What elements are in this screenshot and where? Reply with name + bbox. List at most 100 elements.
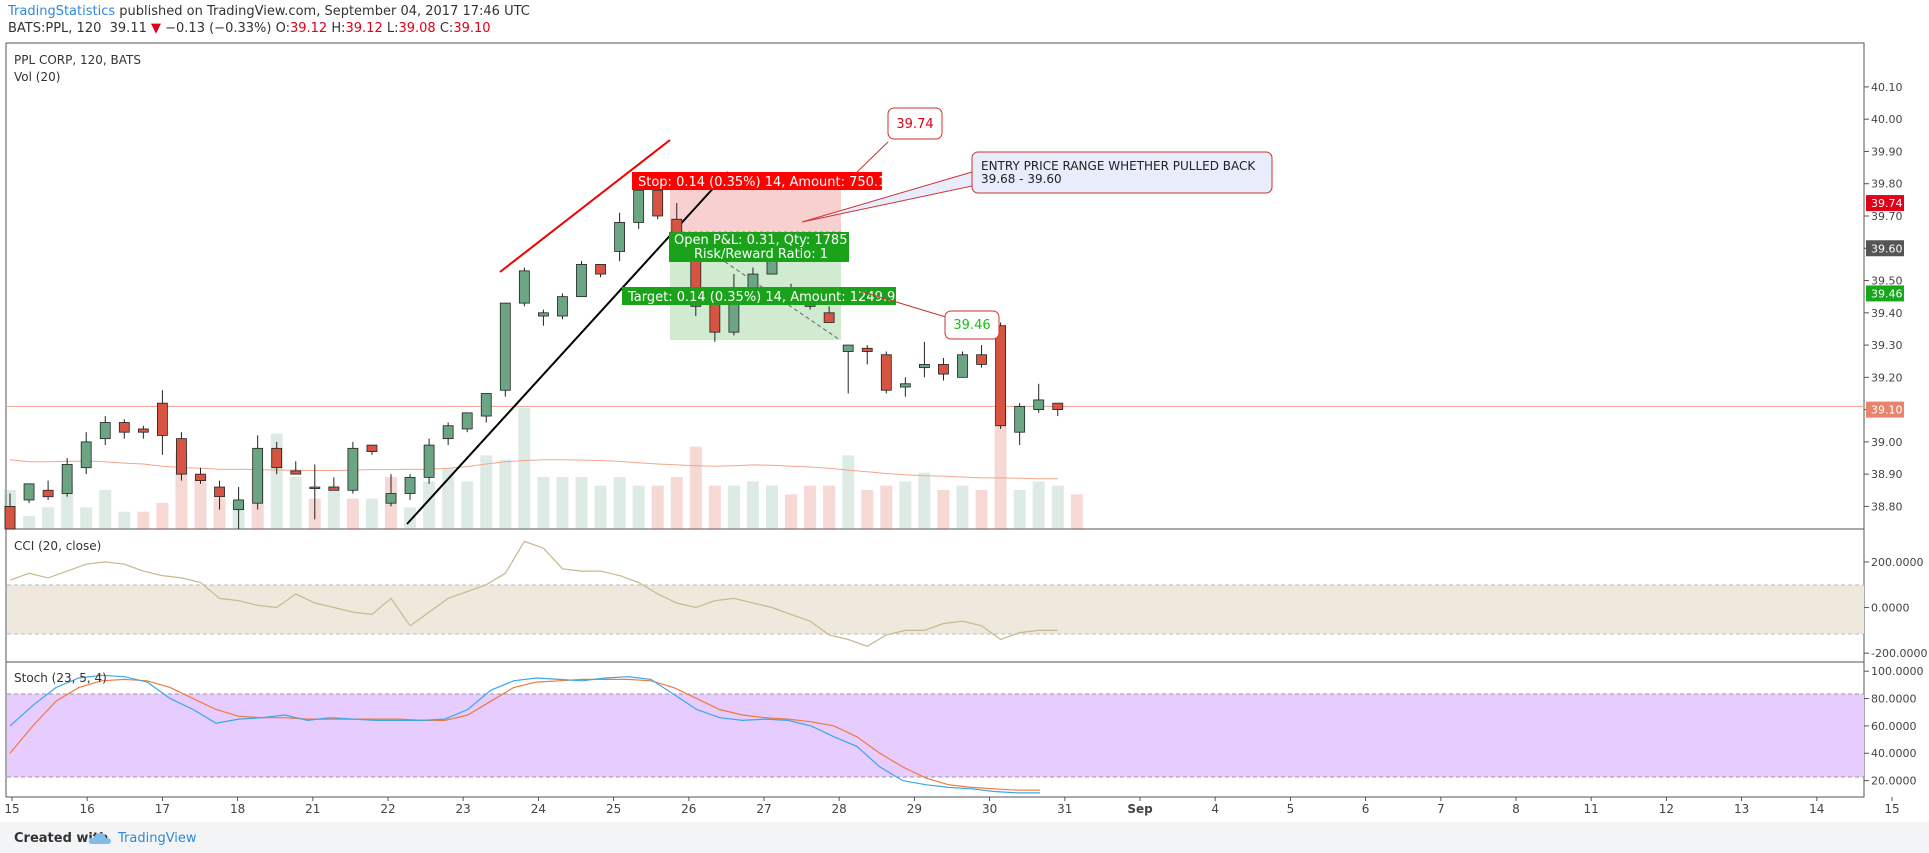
time-tick-label: 21	[305, 802, 320, 816]
candle-body	[461, 412, 473, 430]
volume-bar	[1051, 485, 1064, 529]
stoch-d-line	[9, 678, 1040, 791]
volume-bar	[1032, 481, 1045, 529]
callout-top-text: 39.74	[896, 117, 933, 132]
volume-bar	[194, 477, 207, 529]
volume-bar	[632, 485, 645, 529]
time-tick-label: 8	[1512, 802, 1520, 816]
stoch-band	[7, 694, 1864, 777]
candle-body	[176, 438, 187, 475]
price-tag	[1866, 195, 1904, 212]
volume-bar	[804, 485, 817, 529]
candle-body	[1052, 402, 1064, 411]
tradingview-link[interactable]: TradingView	[118, 831, 197, 846]
chart-header: TradingStatistics published on TradingVi…	[0, 0, 1929, 42]
candle-body	[899, 383, 911, 388]
cci-tick-label: 0.0000	[1871, 602, 1910, 615]
price-tick-label: 39.00	[1871, 436, 1903, 449]
price-tag-label: 39.60	[1871, 242, 1903, 255]
price-tick-label: 38.90	[1871, 468, 1903, 481]
volume-bar	[118, 511, 131, 529]
candle-body	[233, 499, 245, 511]
volume-bar	[918, 472, 931, 529]
volume-bar	[899, 481, 912, 529]
volume-bar	[137, 511, 150, 529]
time-tick-label: 17	[155, 802, 170, 816]
time-tick-label: 23	[456, 802, 471, 816]
candle-body	[4, 506, 16, 530]
price-tick-label: 39.70	[1871, 210, 1903, 223]
footer: Created with TradingView	[0, 822, 1929, 853]
author-link[interactable]: TradingStatistics	[8, 4, 116, 19]
chart-canvas[interactable]: Stop: 0.14 (0.35%) 14, Amount: 750.1 Ope…	[0, 0, 1929, 822]
price-tick-label: 39.20	[1871, 371, 1903, 384]
cci-line	[9, 540, 1058, 647]
volume-bar	[346, 498, 359, 529]
open-label: O:	[275, 21, 290, 36]
price-tick-label: 39.30	[1871, 339, 1903, 352]
candle-body	[385, 493, 397, 504]
candle-body	[861, 347, 873, 352]
candles-layer	[4, 186, 1064, 530]
volume-bar	[156, 503, 169, 529]
time-tick-label: 31	[1057, 802, 1072, 816]
volume-bar	[289, 477, 302, 529]
stoch-pane-title: Stoch (23, 5, 4)	[14, 671, 107, 685]
close-value: 39.10	[453, 21, 491, 36]
candle-body	[557, 296, 568, 317]
trend-line-red[interactable]	[499, 139, 671, 273]
candle-body	[499, 302, 511, 391]
close-label: C:	[439, 21, 454, 36]
volume-bar	[42, 507, 55, 529]
candle-body	[137, 428, 149, 433]
candle-body	[271, 447, 283, 469]
volume-bar	[404, 507, 417, 529]
stop-label: Stop: 0.14 (0.35%) 14, Amount: 750.1	[638, 175, 886, 190]
candle-body	[633, 189, 645, 223]
volume-bar	[594, 485, 607, 529]
candle-body	[709, 302, 721, 333]
time-tick-label: 14	[1809, 802, 1824, 816]
publish-text: published on TradingView.com, September …	[115, 4, 530, 19]
volume-bar	[327, 485, 340, 529]
stop-zone[interactable]	[670, 182, 841, 232]
candle-body	[538, 312, 549, 317]
callout-top-box[interactable]	[887, 107, 943, 140]
price-tick-label: 38.80	[1871, 500, 1903, 513]
candle-body	[842, 344, 854, 352]
volume-bar	[213, 498, 226, 529]
price-tag	[1866, 285, 1904, 302]
volume-bar	[651, 485, 664, 529]
callout-entry-box[interactable]	[971, 151, 1273, 194]
low-label: L:	[386, 21, 399, 36]
callout-low-text: 39.46	[953, 318, 990, 333]
pnl-label: Open P&L: 0.31, Qty: 1785	[674, 233, 847, 248]
volume-bar	[937, 490, 950, 529]
candle-body	[61, 464, 73, 494]
volume-ma-line	[9, 459, 1058, 480]
volume-bar	[689, 446, 702, 529]
chart-frame	[5, 42, 1865, 798]
candle-body	[1014, 405, 1026, 433]
time-tick-label: 12	[1659, 802, 1674, 816]
price-tag	[1866, 240, 1904, 257]
cci-tick-label: -200.0000	[1871, 647, 1927, 660]
time-tick-label: 7	[1437, 802, 1445, 816]
time-tick-label: 25	[606, 802, 621, 816]
callout-low-box[interactable]	[944, 310, 1000, 340]
candle-body	[156, 402, 168, 436]
volume-bar	[766, 485, 778, 529]
price-tick-label: 39.80	[1871, 178, 1903, 191]
candle-body	[518, 270, 530, 304]
time-tick-label: 27	[756, 802, 771, 816]
candle-body	[880, 354, 892, 391]
candle-body	[214, 486, 225, 498]
volume-bar	[461, 481, 474, 529]
candle-body	[423, 444, 435, 478]
candle-body	[938, 364, 949, 375]
stoch-tick-label: 40.0000	[1871, 747, 1917, 760]
symbol-label: BATS:PPL, 120	[8, 21, 102, 36]
open-value: 39.12	[289, 21, 328, 36]
candle-body	[576, 263, 587, 298]
candle-body	[118, 422, 130, 433]
